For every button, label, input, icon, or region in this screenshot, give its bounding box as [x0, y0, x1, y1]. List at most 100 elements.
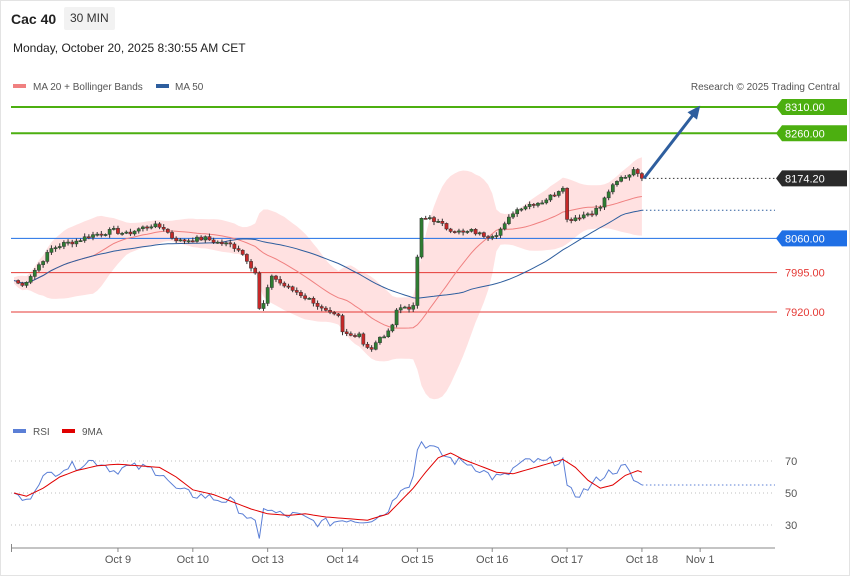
level-label: 8174.20 [785, 173, 825, 185]
candle [32, 269, 37, 277]
candle [265, 287, 270, 304]
candle [590, 213, 594, 216]
candle [394, 309, 399, 326]
candle [536, 202, 540, 206]
legend-ma20-label: MA 20 + Bollinger Bands [33, 82, 143, 93]
candle [423, 218, 428, 220]
candle [531, 204, 536, 206]
candle [561, 187, 565, 192]
candle [132, 230, 137, 235]
candle [116, 228, 120, 234]
candle [407, 306, 411, 310]
candle [261, 303, 266, 309]
candle [37, 264, 41, 271]
candle [195, 236, 199, 242]
rsi-ma-line [13, 452, 643, 521]
candle [245, 254, 249, 262]
candle [486, 236, 490, 239]
candle [332, 312, 337, 315]
candle [448, 228, 453, 232]
candle [207, 236, 212, 241]
candle [294, 290, 299, 293]
x-tick-label: Oct 9 [105, 554, 131, 566]
legend-ma50-label: MA 50 [175, 82, 204, 93]
legend-swatch-ma50 [156, 84, 169, 88]
candle [220, 241, 224, 245]
candle [598, 206, 603, 209]
x-tick-label: Oct 17 [551, 554, 583, 566]
candle [490, 236, 495, 239]
candle [403, 306, 407, 309]
ma50-line [13, 209, 643, 299]
candle [498, 228, 503, 236]
candle [473, 229, 478, 235]
x-tick-label: Oct 14 [326, 554, 358, 566]
instrument-title: Cac 40 [11, 11, 57, 27]
candle [357, 333, 362, 337]
candle [145, 226, 149, 229]
rsi-line [13, 440, 643, 539]
candle [157, 223, 162, 228]
candle [199, 236, 203, 241]
candle [190, 240, 195, 243]
candle [432, 217, 436, 223]
candle [240, 249, 245, 255]
timestamp: Monday, October 20, 2025 8:30:55 AM CET [13, 41, 246, 55]
candle [465, 231, 470, 233]
candle [398, 307, 403, 311]
candle [482, 232, 486, 237]
candle [282, 282, 287, 287]
candle [74, 240, 79, 245]
candle [111, 228, 116, 230]
candle [324, 307, 328, 311]
candle [569, 219, 574, 221]
x-tick-label: Oct 10 [177, 554, 209, 566]
candle [57, 246, 62, 248]
candle [457, 230, 461, 233]
candle [103, 234, 108, 236]
candle [161, 227, 166, 230]
candle [635, 169, 640, 174]
candle [623, 176, 628, 179]
candle [120, 232, 124, 235]
candle [328, 310, 332, 313]
interval-button[interactable]: 30 MIN [64, 7, 115, 30]
candle [511, 213, 515, 218]
candle [224, 242, 228, 245]
candle [631, 169, 636, 176]
candle [66, 241, 70, 244]
candle [378, 336, 382, 343]
candle [41, 261, 45, 265]
candle [586, 213, 590, 216]
legend-swatch-9ma [62, 429, 75, 433]
level-tag-pivot [776, 230, 847, 247]
x-tick-label: Oct 16 [476, 554, 508, 566]
candle [182, 239, 187, 242]
candle [627, 174, 632, 178]
candle [365, 343, 370, 348]
candle [610, 184, 615, 193]
candle [519, 208, 524, 211]
candle [602, 197, 607, 208]
candle [228, 242, 233, 245]
candle [427, 217, 432, 219]
candle [53, 247, 58, 250]
candle [523, 206, 528, 210]
forecast-arrow-shaft [642, 108, 699, 180]
bollinger-band [14, 157, 642, 400]
candle [502, 223, 507, 230]
candle [581, 214, 586, 219]
candle [515, 209, 520, 215]
candle [415, 256, 420, 306]
candle [548, 194, 553, 201]
candle [253, 267, 258, 274]
candle [203, 236, 208, 241]
candle [178, 239, 183, 242]
candle [419, 218, 424, 258]
candle [211, 239, 216, 243]
main-panel: 8310.00 8260.00 8174.20 8060.00 7995.00 7920.… [11, 99, 847, 400]
candle [299, 292, 303, 297]
candle [286, 285, 291, 288]
candle [274, 275, 278, 280]
